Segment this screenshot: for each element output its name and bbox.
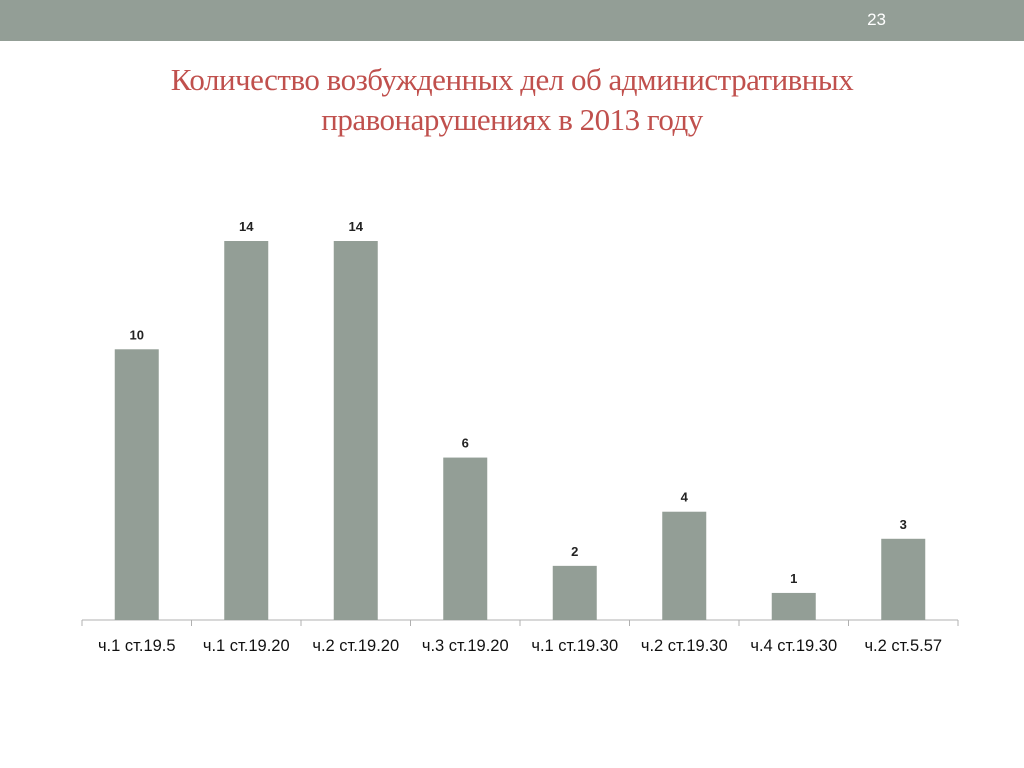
data-label: 4 bbox=[681, 490, 689, 505]
data-label: 2 bbox=[571, 544, 578, 559]
bar bbox=[333, 241, 378, 620]
x-tick-label: ч.1 ст.19.30 bbox=[531, 637, 618, 655]
header-bar: 23 bbox=[0, 0, 1024, 41]
bar bbox=[881, 538, 926, 620]
x-tick-label: ч.1 ст.19.20 bbox=[203, 637, 290, 655]
x-tick-label: ч.2 ст.5.57 bbox=[864, 637, 942, 655]
data-label: 14 bbox=[349, 219, 364, 234]
bar bbox=[552, 565, 597, 620]
data-label: 1 bbox=[790, 571, 797, 586]
bar bbox=[662, 511, 707, 620]
data-label: 3 bbox=[900, 517, 907, 532]
bar bbox=[443, 457, 488, 620]
slide-number: 23 bbox=[867, 10, 886, 29]
x-tick-label: ч.4 ст.19.30 bbox=[750, 637, 837, 655]
chart-title-line-2: правонарушениях в 2013 году bbox=[321, 102, 703, 137]
x-tick-label: ч.2 ст.19.30 bbox=[641, 637, 728, 655]
x-tick-label: ч.3 ст.19.20 bbox=[422, 637, 509, 655]
chart-title-line-1: Количество возбужденных дел об администр… bbox=[170, 62, 854, 97]
bar bbox=[224, 241, 269, 620]
x-tick-label: ч.2 ст.19.20 bbox=[312, 637, 399, 655]
data-label: 10 bbox=[130, 327, 144, 342]
data-label: 14 bbox=[239, 219, 254, 234]
chart-title: Количество возбужденных дел об администр… bbox=[60, 60, 964, 140]
bar bbox=[771, 592, 816, 620]
data-label: 6 bbox=[462, 436, 469, 451]
x-tick-label: ч.1 ст.19.5 bbox=[98, 637, 176, 655]
bar bbox=[114, 349, 159, 620]
